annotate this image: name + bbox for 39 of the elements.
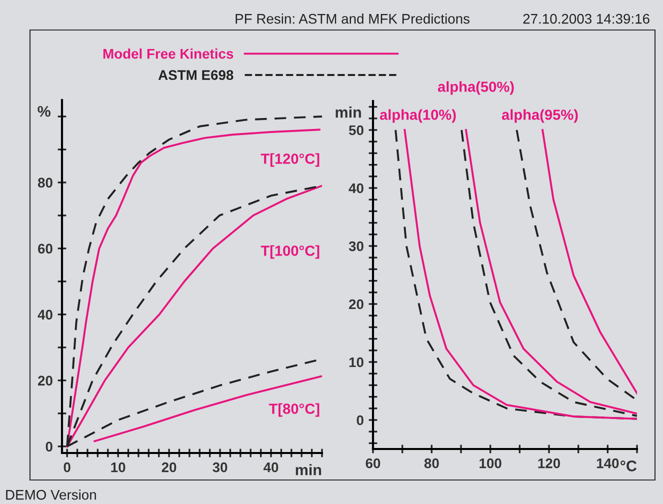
y-tick-label: 0 <box>356 415 364 426</box>
text: 27.10.2003 14:39:16 <box>523 14 650 24</box>
line-series <box>542 129 637 394</box>
y-tick-label: 10 <box>349 357 364 368</box>
y-axis-title: % <box>38 106 50 117</box>
y-axis-title: min <box>336 106 361 118</box>
annotation: alpha(10%) <box>380 109 456 123</box>
y-tick-label: 20 <box>38 376 52 386</box>
y-tick-label: 20 <box>349 299 364 310</box>
text: Model Free Kinetics <box>103 48 234 59</box>
x-tick-label: 100 <box>480 458 502 468</box>
x-axis-title: min <box>296 464 322 476</box>
annotation: T[120°C] <box>260 153 320 167</box>
y-tick-label: 80 <box>38 178 52 188</box>
line-series <box>516 129 637 402</box>
text: alpha(50%) <box>438 81 514 95</box>
x-tick-label: 10 <box>111 462 126 472</box>
x-tick-label: 0 <box>64 462 70 472</box>
annotation: T[100°C] <box>260 245 320 259</box>
line-series <box>94 375 322 442</box>
x-tick-label: 80 <box>424 458 439 468</box>
x-tick-label: 20 <box>162 462 176 472</box>
y-tick-label: 50 <box>348 125 364 136</box>
x-tick-label: 140 <box>596 458 619 468</box>
y-tick-label: 0 <box>46 442 52 452</box>
annotation: alpha(95%) <box>502 109 578 123</box>
text: PF Resin: ASTM and MFK Predictions <box>236 14 470 24</box>
x-tick-label: 30 <box>212 462 228 472</box>
y-tick-label: 40 <box>348 183 364 194</box>
x-tick-label: 40 <box>264 462 278 472</box>
text: ASTM E698 <box>158 70 234 80</box>
text: DEMO Version <box>6 490 96 500</box>
y-tick-label: 40 <box>38 310 52 320</box>
x-tick-label: 120 <box>538 458 560 468</box>
y-tick-label: 60 <box>38 244 52 254</box>
x-axis-title: °C <box>620 460 637 472</box>
x-tick-label: 60 <box>366 458 380 468</box>
annotation: T[80°C] <box>268 403 320 417</box>
y-tick-label: 30 <box>348 241 364 252</box>
